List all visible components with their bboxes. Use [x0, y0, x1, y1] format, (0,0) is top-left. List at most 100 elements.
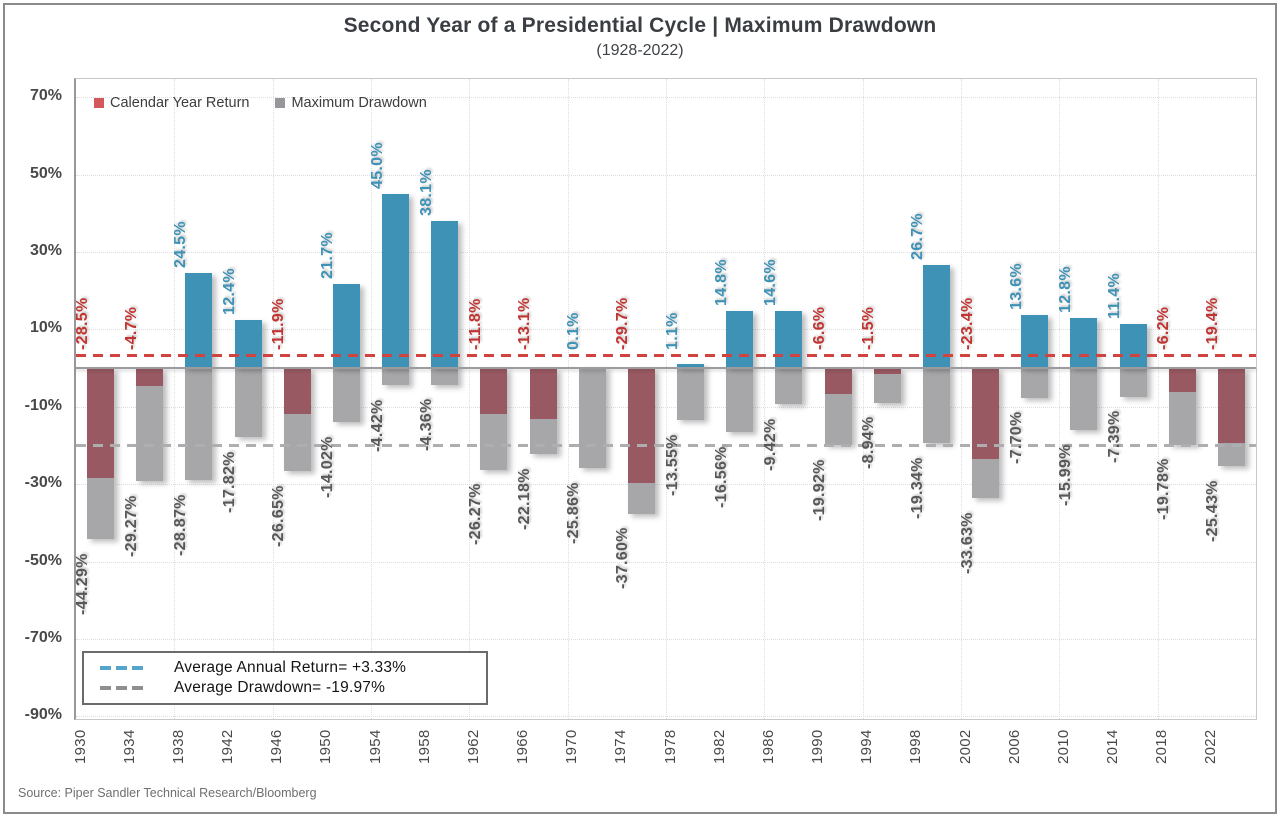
- return-value-label: 21.7%: [319, 232, 337, 280]
- return-value-label: 12.4%: [221, 268, 239, 315]
- x-tick-label-1990: 1990: [809, 729, 827, 764]
- return-value-label: -1.5%: [860, 306, 878, 351]
- y-tick-label: 10%: [29, 319, 62, 337]
- chart-legend: Calendar Year Return Maximum Drawdown: [94, 95, 427, 111]
- chart-subtitle: (1928-2022): [596, 42, 684, 59]
- drawdown-value-label: -4.36%: [417, 398, 435, 452]
- drawdown-bar-1942: [234, 368, 262, 437]
- drawdown-value-label: -37.60%: [614, 527, 632, 590]
- return-value-label: 38.1%: [417, 168, 435, 216]
- avg-return-label: Average Annual Return= +3.33%: [174, 659, 407, 676]
- return-bar-negative-1946: [283, 368, 311, 415]
- return-value-label: -6.2%: [1155, 306, 1173, 351]
- x-tick-label-2022: 2022: [1202, 729, 1220, 764]
- avg-return-dash-swatch: [100, 666, 146, 670]
- drawdown-bar-1934: [136, 368, 164, 482]
- drawdown-bar-1958: [431, 368, 459, 385]
- drawdown-value-label: -25.86%: [565, 482, 583, 544]
- return-value-label: 13.6%: [1007, 263, 1025, 311]
- gridline-vertical: [272, 79, 274, 719]
- return-bar-positive-1958: [431, 220, 459, 368]
- drawdown-value-label: -33.63%: [958, 512, 976, 574]
- return-value-label: 45.0%: [368, 141, 386, 189]
- x-tick-label-1958: 1958: [415, 729, 433, 764]
- drawdown-value-label: -19.34%: [909, 456, 927, 519]
- return-value-label: -23.4%: [958, 297, 976, 351]
- return-bar-positive-1938: [185, 273, 213, 368]
- x-tick-label-2018: 2018: [1153, 729, 1171, 764]
- drawdown-value-label: -16.56%: [712, 446, 730, 508]
- avg-drawdown-row: Average Drawdown= -19.97%: [100, 679, 486, 697]
- drawdown-bar-1986: [775, 368, 803, 405]
- legend-drawdown-label: Maximum Drawdown: [291, 95, 427, 111]
- x-tick-label-1978: 1978: [661, 729, 679, 764]
- return-value-label: 14.6%: [761, 259, 779, 307]
- return-bar-positive-1998: [922, 264, 950, 368]
- drawdown-value-label: -7.39%: [1106, 410, 1124, 463]
- x-tick-label-1934: 1934: [120, 729, 138, 764]
- drawdown-value-label: -4.42%: [368, 399, 386, 452]
- legend-item-maximum-drawdown: Maximum Drawdown: [275, 95, 427, 111]
- y-tick-label: 50%: [29, 164, 62, 182]
- y-tick-label: -70%: [24, 628, 62, 646]
- return-bar-negative-2002: [972, 368, 1000, 459]
- return-bar-negative-1934: [136, 368, 164, 387]
- drawdown-bar-1938: [185, 368, 213, 480]
- x-tick-label-1994: 1994: [858, 729, 876, 764]
- drawdown-bar-1950: [332, 368, 360, 423]
- y-tick-label: -30%: [24, 474, 62, 492]
- legend-item-calendar-year-return: Calendar Year Return: [94, 95, 249, 111]
- drawdown-value-label: -15.99%: [1056, 443, 1074, 506]
- y-tick-label: 30%: [29, 241, 62, 259]
- x-tick-label-2002: 2002: [956, 729, 974, 764]
- drawdown-bar-2014: [1119, 368, 1147, 397]
- drawdown-value-label: -13.55%: [663, 434, 681, 497]
- drawdown-value-label: -44.29%: [73, 553, 91, 616]
- source-note: Source: Piper Sandler Technical Research…: [18, 786, 317, 800]
- return-value-label: -11.8%: [466, 298, 484, 351]
- gridline-vertical: [666, 79, 667, 719]
- drawdown-value-label: -26.65%: [270, 485, 288, 547]
- return-bar-negative-1966: [529, 368, 557, 419]
- drawdown-bar-1970: [578, 368, 606, 469]
- gridline-vertical: [862, 79, 864, 719]
- drawdown-value-label: -17.82%: [221, 451, 239, 513]
- x-tick-label-2014: 2014: [1104, 729, 1122, 764]
- return-bar-negative-1962: [480, 368, 508, 414]
- drawdown-value-label: -28.87%: [171, 493, 189, 556]
- return-bar-positive-1982: [726, 310, 754, 368]
- x-tick-label-1966: 1966: [514, 729, 532, 764]
- x-tick-label-1982: 1982: [710, 729, 728, 764]
- return-value-label: -11.9%: [270, 298, 288, 351]
- return-bar-positive-1942: [234, 320, 262, 368]
- drawdown-value-label: -22.18%: [516, 467, 534, 530]
- return-value-label: 12.8%: [1056, 266, 1074, 314]
- legend-return-label: Calendar Year Return: [110, 95, 250, 111]
- y-tick-label: -10%: [24, 396, 62, 414]
- average-lines-box: Average Annual Return= +3.33% Average Dr…: [82, 651, 488, 705]
- return-value-label: 1.1%: [663, 312, 681, 351]
- return-value-label: 24.5%: [171, 221, 189, 269]
- gridline-vertical: [567, 79, 569, 719]
- gridline-vertical: [1059, 79, 1061, 719]
- x-tick-label-1998: 1998: [907, 729, 925, 764]
- return-value-label: 11.4%: [1106, 272, 1124, 319]
- return-value-label: -6.6%: [811, 306, 829, 351]
- chart-title: Second Year of a Presidential Cycle | Ma…: [343, 14, 937, 37]
- gridline-vertical: [764, 79, 766, 719]
- return-value-label: 0.1%: [565, 312, 583, 351]
- drawdown-bar-1954: [382, 368, 410, 386]
- return-value-label: -4.7%: [122, 306, 140, 351]
- x-tick-label-1938: 1938: [169, 729, 187, 764]
- gridline-vertical: [371, 79, 372, 719]
- drawdown-value-label: -19.92%: [811, 459, 829, 521]
- return-legend-swatch: [94, 98, 104, 108]
- return-bar-positive-2010: [1070, 318, 1098, 368]
- drawdown-bar-1982: [726, 368, 754, 433]
- return-value-label: 26.7%: [909, 212, 927, 260]
- y-tick-label: -90%: [24, 706, 62, 724]
- return-value-label: -29.7%: [614, 297, 632, 351]
- return-bar-negative-1990: [824, 368, 852, 394]
- drawdown-value-label: -29.27%: [122, 495, 140, 558]
- return-value-label: -28.5%: [73, 297, 91, 351]
